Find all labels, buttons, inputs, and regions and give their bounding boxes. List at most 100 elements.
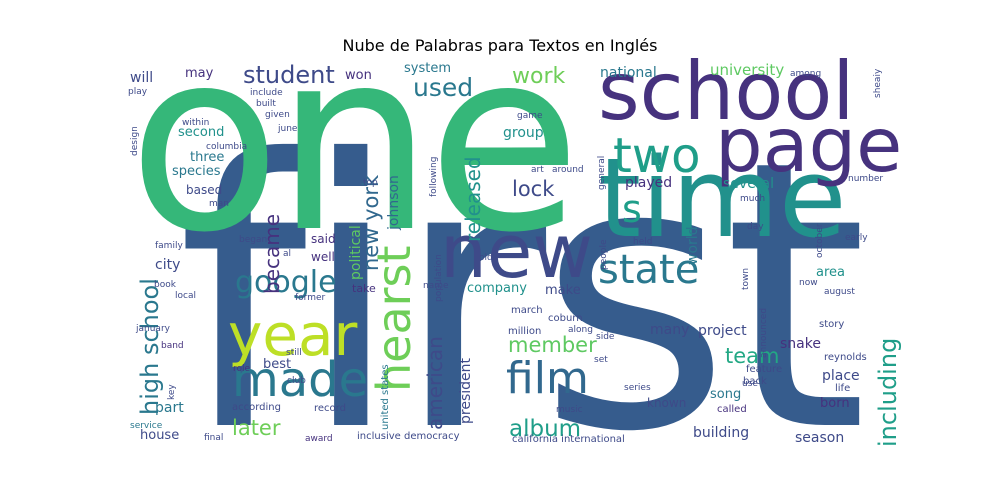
word-company: company [467,281,527,296]
word-according: according [232,402,281,413]
word-october: october [815,223,825,258]
word-coburn: coburn [548,313,583,324]
word-called: called [717,404,747,415]
word-began: began [239,235,267,245]
word-key: key [167,384,177,400]
word-will: will [130,70,153,86]
word-won: won [345,68,372,83]
word-local: local [175,291,196,301]
word-played: played [625,175,672,191]
word-man: man [209,199,229,209]
word-team: team [725,344,779,368]
word-number: number [848,174,883,184]
word-part: part [155,400,184,416]
word-back: back [743,376,767,387]
word-school: school [598,45,854,138]
word-world: world [685,226,701,265]
word-several: several [723,176,774,192]
word-music: music [556,405,583,415]
word-al: al [283,249,291,259]
word-final: final [204,433,223,443]
word-club: club [287,376,306,386]
word-season: season [795,430,844,446]
word-used: used [413,73,473,102]
word-service: service [130,421,163,431]
word-along: along [568,325,593,335]
word-game: game [517,111,543,121]
word-january: january [135,324,171,334]
word-still: still [286,348,302,358]
word-march: march [511,305,543,316]
word-old: old [479,253,493,263]
word-hearst: hearst [367,245,421,392]
word-august: august [824,287,855,297]
word-second: second [178,125,224,140]
word-high-school: high school [136,278,164,415]
word-early: early [845,233,868,243]
word-population: population [434,254,444,302]
word-work: work [512,64,565,89]
word-student: student [243,61,335,89]
word-including: including [874,338,902,447]
word-top: top [363,178,378,188]
word-based: based [186,183,222,197]
word-system: system [404,61,451,76]
word-national: national [600,65,657,81]
word-much: much [740,194,765,204]
word-johnson: johnson [386,175,402,231]
word-set: set [594,355,608,365]
word-new: new [440,209,593,295]
word-time: time [598,134,847,262]
word-project: project [698,323,747,339]
word-role: role [233,364,251,374]
word-said: said [311,232,336,246]
word-award: award [305,434,333,444]
word-play: play [128,87,148,97]
word-best: best [263,357,291,372]
word-university: university [710,61,784,79]
word-people: people [599,239,609,270]
word-state: state [598,247,699,293]
word-feature: feature [746,364,782,375]
word-record: record [314,403,346,414]
word-columbia: columbia [206,142,247,152]
word-around: around [552,165,584,175]
word-inclusive-democracy: inclusive democracy [357,431,460,442]
word-town: town [741,268,751,290]
word-species: species [172,164,221,179]
word-sheaiy: sheaiy [873,68,883,98]
word-president: president [458,357,474,424]
word-first: first [177,83,862,500]
word-within: within [182,118,209,128]
word-film: film [506,353,589,404]
word-use: use [742,379,758,389]
chart-title: Nube de Palabras para Textos en Inglés [342,36,658,55]
word-american: american [423,336,447,430]
word-story: story [819,319,844,330]
word-side: side [596,332,615,342]
word-political: political [348,225,364,280]
word-book: book [154,280,177,290]
word-may: may [185,66,214,81]
word-band: band [161,341,184,351]
word-california-international: california international [512,434,625,445]
word-later: later [232,416,281,440]
word-city: city [155,257,180,273]
word-following: following [429,157,439,197]
word-known: known [647,396,686,410]
word-many: many [650,322,689,338]
word-family: family [155,241,183,251]
word-design: design [130,126,140,156]
word-s: s [622,187,642,231]
word-life: life [835,383,850,394]
word-united-states: united states [380,364,391,430]
word-born: born [820,396,850,411]
word-album: album [509,416,581,442]
word-lock: lock [512,177,555,201]
word-make: make [545,283,581,298]
word-name: name [423,281,449,291]
word-one: one [128,0,575,287]
word-given: given [265,110,290,120]
word-now: now [799,278,818,288]
